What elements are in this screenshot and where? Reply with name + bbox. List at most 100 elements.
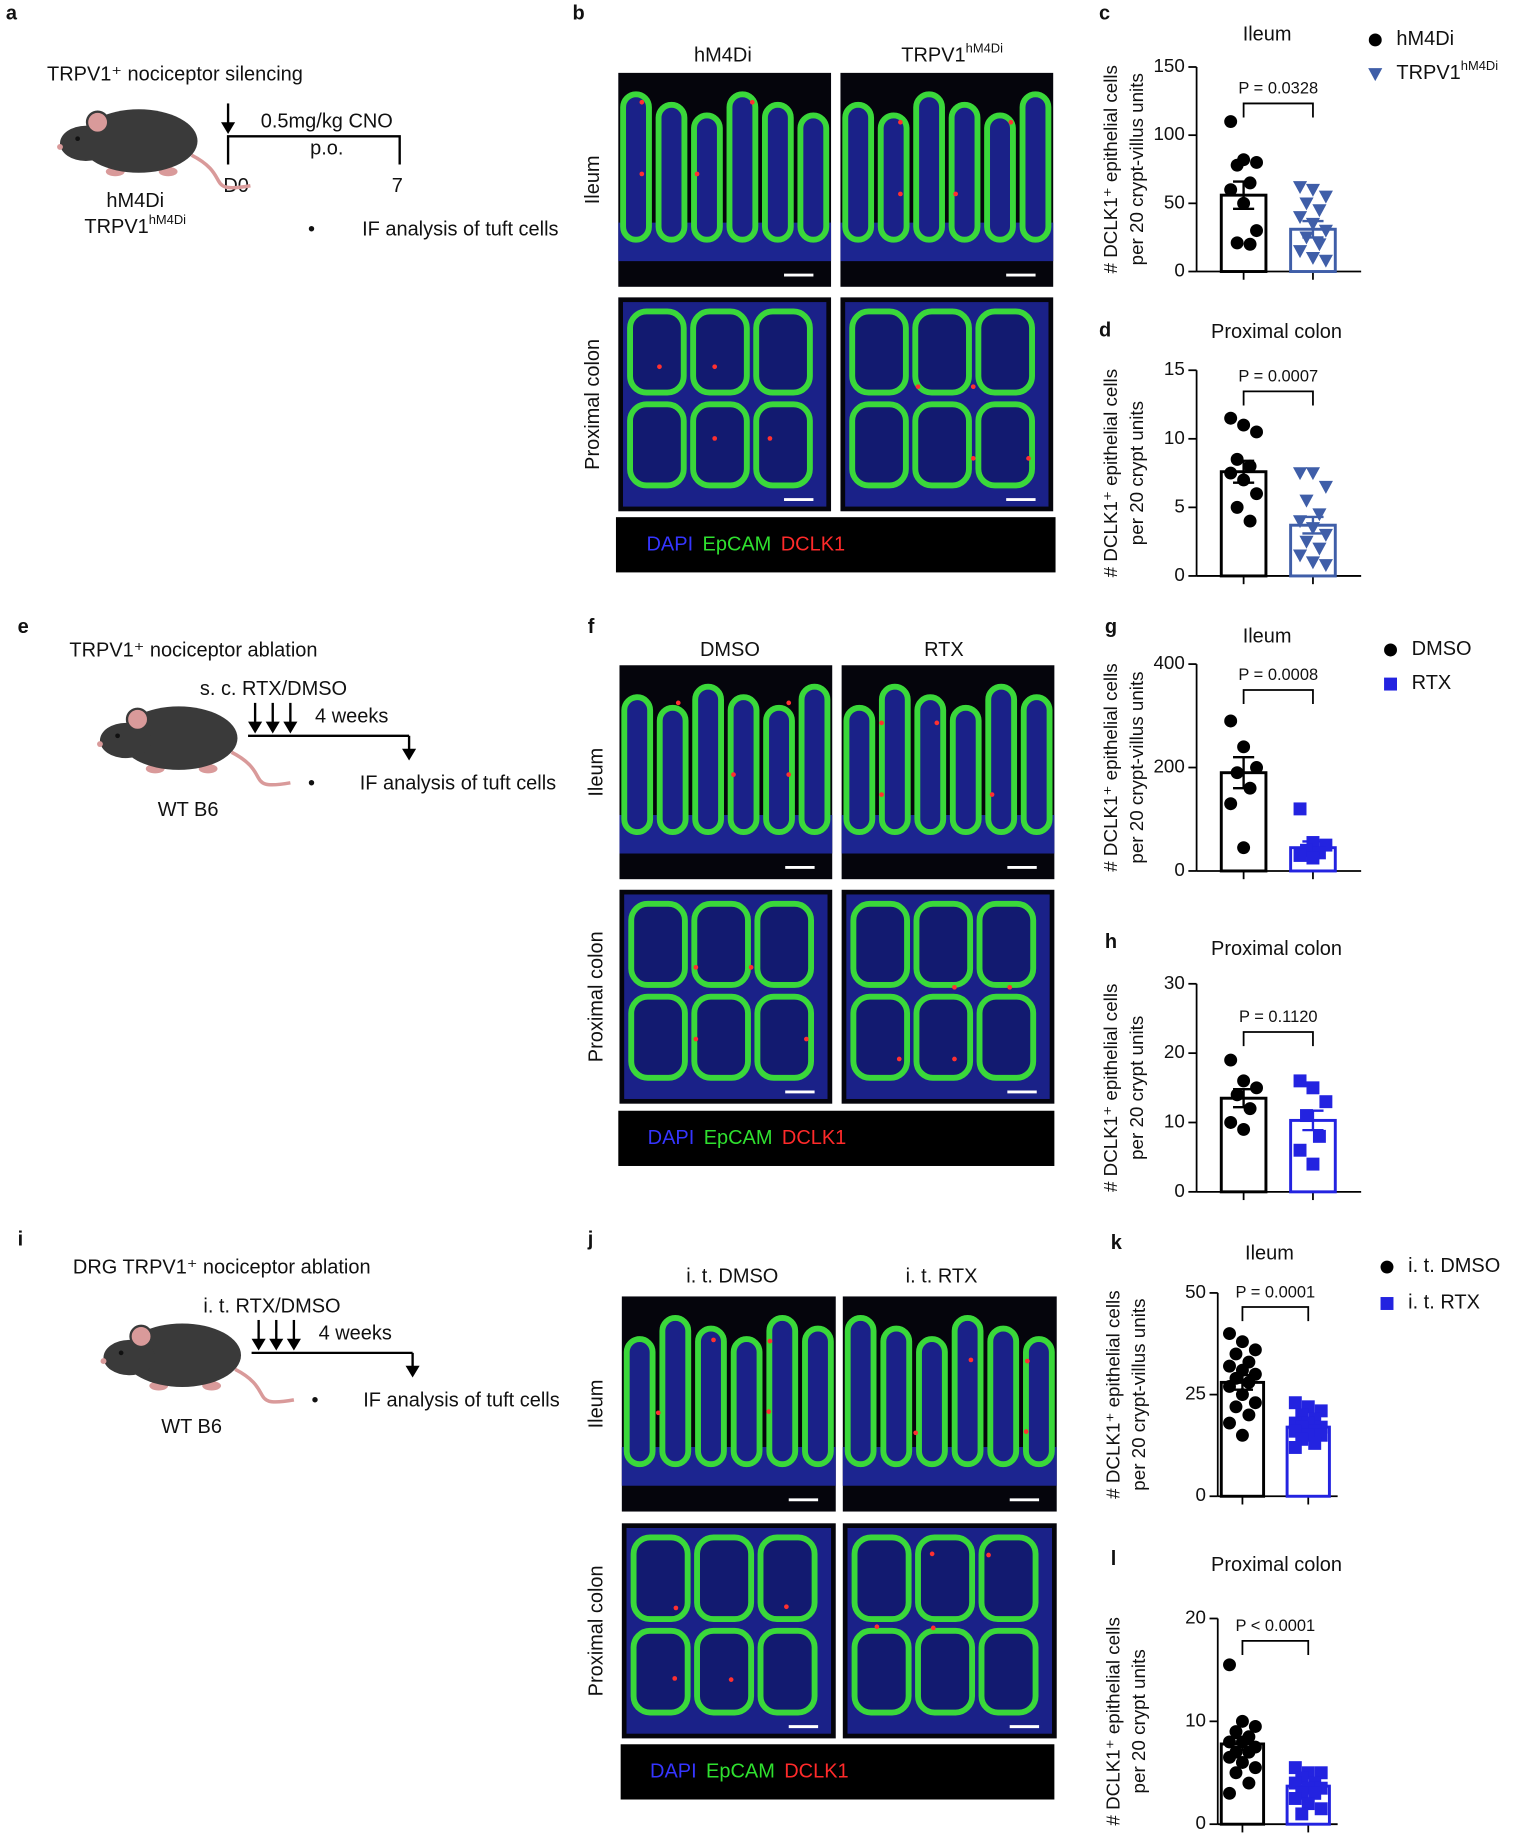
data-point [1288, 1761, 1302, 1775]
tuft-cell [989, 792, 995, 797]
legend-marker [1368, 33, 1382, 47]
crypt [849, 401, 909, 489]
data-point [1293, 802, 1307, 816]
tuft-cell [915, 384, 921, 390]
crypt [849, 308, 909, 396]
channel-legend-box [618, 1110, 1055, 1166]
crypt [851, 1534, 912, 1623]
crypt [690, 401, 750, 489]
data-point [1293, 1074, 1307, 1088]
tuft-cell [970, 456, 976, 461]
channel-name: EpCAM [704, 1127, 773, 1149]
tuft-cell [655, 1410, 661, 1416]
villus [948, 101, 981, 243]
data-point [1235, 1388, 1249, 1402]
data-point [1250, 487, 1264, 501]
crypt [915, 1627, 976, 1716]
chart-title: Proximal colon [1211, 1554, 1342, 1576]
data-point [1223, 1750, 1236, 1764]
p-value: P = 0.0001 [1236, 1283, 1316, 1301]
tuft-cell [970, 384, 976, 390]
crypt [691, 900, 751, 988]
villus [877, 112, 910, 243]
data-point [1243, 459, 1257, 473]
villus [727, 694, 760, 836]
data-point [1293, 1143, 1307, 1157]
data-point [1230, 500, 1244, 514]
arrow-head [402, 748, 417, 761]
tissue-base [841, 815, 1055, 854]
mouse-ear [125, 707, 150, 732]
crypt [915, 1534, 976, 1623]
data-point [1224, 183, 1238, 197]
data-point [1305, 556, 1321, 570]
data-point [1230, 1088, 1244, 1102]
data-point [1318, 480, 1333, 494]
data-point [1288, 1396, 1302, 1410]
y-tick-label: 0 [1196, 1812, 1206, 1833]
p-value: P = 0.0328 [1238, 80, 1318, 98]
panel-letter: b [572, 2, 584, 24]
treatment: s. c. RTX/DMSO [200, 678, 347, 700]
villus [916, 1336, 948, 1468]
data-point [1235, 1428, 1249, 1442]
chart-title: Ileum [1243, 625, 1292, 647]
data-point [1306, 1081, 1320, 1095]
tuft-cell [767, 436, 773, 441]
data-point [1237, 1122, 1251, 1136]
data-point [1292, 181, 1308, 195]
tuft-cell [952, 1056, 957, 1062]
villus [761, 101, 794, 243]
data-point [1250, 155, 1264, 169]
data-point [1242, 1408, 1256, 1422]
villus [984, 112, 1016, 243]
data-point [1224, 1053, 1238, 1067]
crypt [630, 1627, 691, 1716]
y-tick-label: 30 [1164, 972, 1185, 993]
crypt [627, 308, 687, 396]
column-label-main: DMSO [700, 639, 760, 661]
villus [802, 1325, 834, 1468]
mouse-head [59, 125, 112, 162]
significance-bracket [1242, 1031, 1314, 1047]
y-axis-label: per 20 crypt units [1126, 1016, 1147, 1160]
crypt [913, 900, 974, 988]
data-point [1229, 1725, 1243, 1739]
mouse-body [123, 1323, 242, 1387]
y-tick-label: 5 [1174, 495, 1184, 516]
mouse-tail [190, 153, 251, 190]
y-axis-label: # DCLK1⁺ epithelial cells [1100, 369, 1121, 577]
row-label: Proximal colon [585, 931, 607, 1062]
data-point [1292, 515, 1308, 529]
crypt [976, 993, 1037, 1081]
scheme-title: TRPV1⁺ nociceptor silencing [47, 64, 303, 86]
crypt [850, 900, 910, 988]
panel-letter: c [1099, 2, 1110, 24]
villus [951, 1315, 984, 1468]
villus [621, 694, 654, 836]
legend-label: DMSO [1412, 638, 1472, 660]
tuft-cell [711, 1337, 716, 1343]
mouse-eye [118, 1350, 124, 1356]
tuft-cell [1024, 1358, 1030, 1364]
tuft-cell [986, 1552, 991, 1558]
villus [914, 694, 947, 836]
chart-title: Ileum [1243, 24, 1292, 46]
villus [766, 1315, 799, 1468]
villus [691, 112, 723, 243]
row-label: Ileum [582, 155, 604, 204]
data-point [1318, 528, 1333, 542]
panel-letter: d [1099, 320, 1111, 342]
mouse-label: TRPV1hM4Di [84, 212, 186, 238]
mouse-head [103, 1339, 156, 1376]
scheme-title: TRPV1⁺ nociceptor ablation [69, 639, 317, 661]
legend-label: RTX [1412, 672, 1452, 694]
column-label: i. t. RTX [906, 1266, 978, 1288]
data-point [1243, 237, 1257, 251]
crypt [912, 308, 972, 396]
y-tick-label: 200 [1153, 755, 1184, 776]
tuft-cell [952, 984, 957, 990]
villus [987, 1325, 1020, 1468]
legend-label: hM4Di [1396, 28, 1454, 50]
tuft-cell [898, 119, 903, 125]
